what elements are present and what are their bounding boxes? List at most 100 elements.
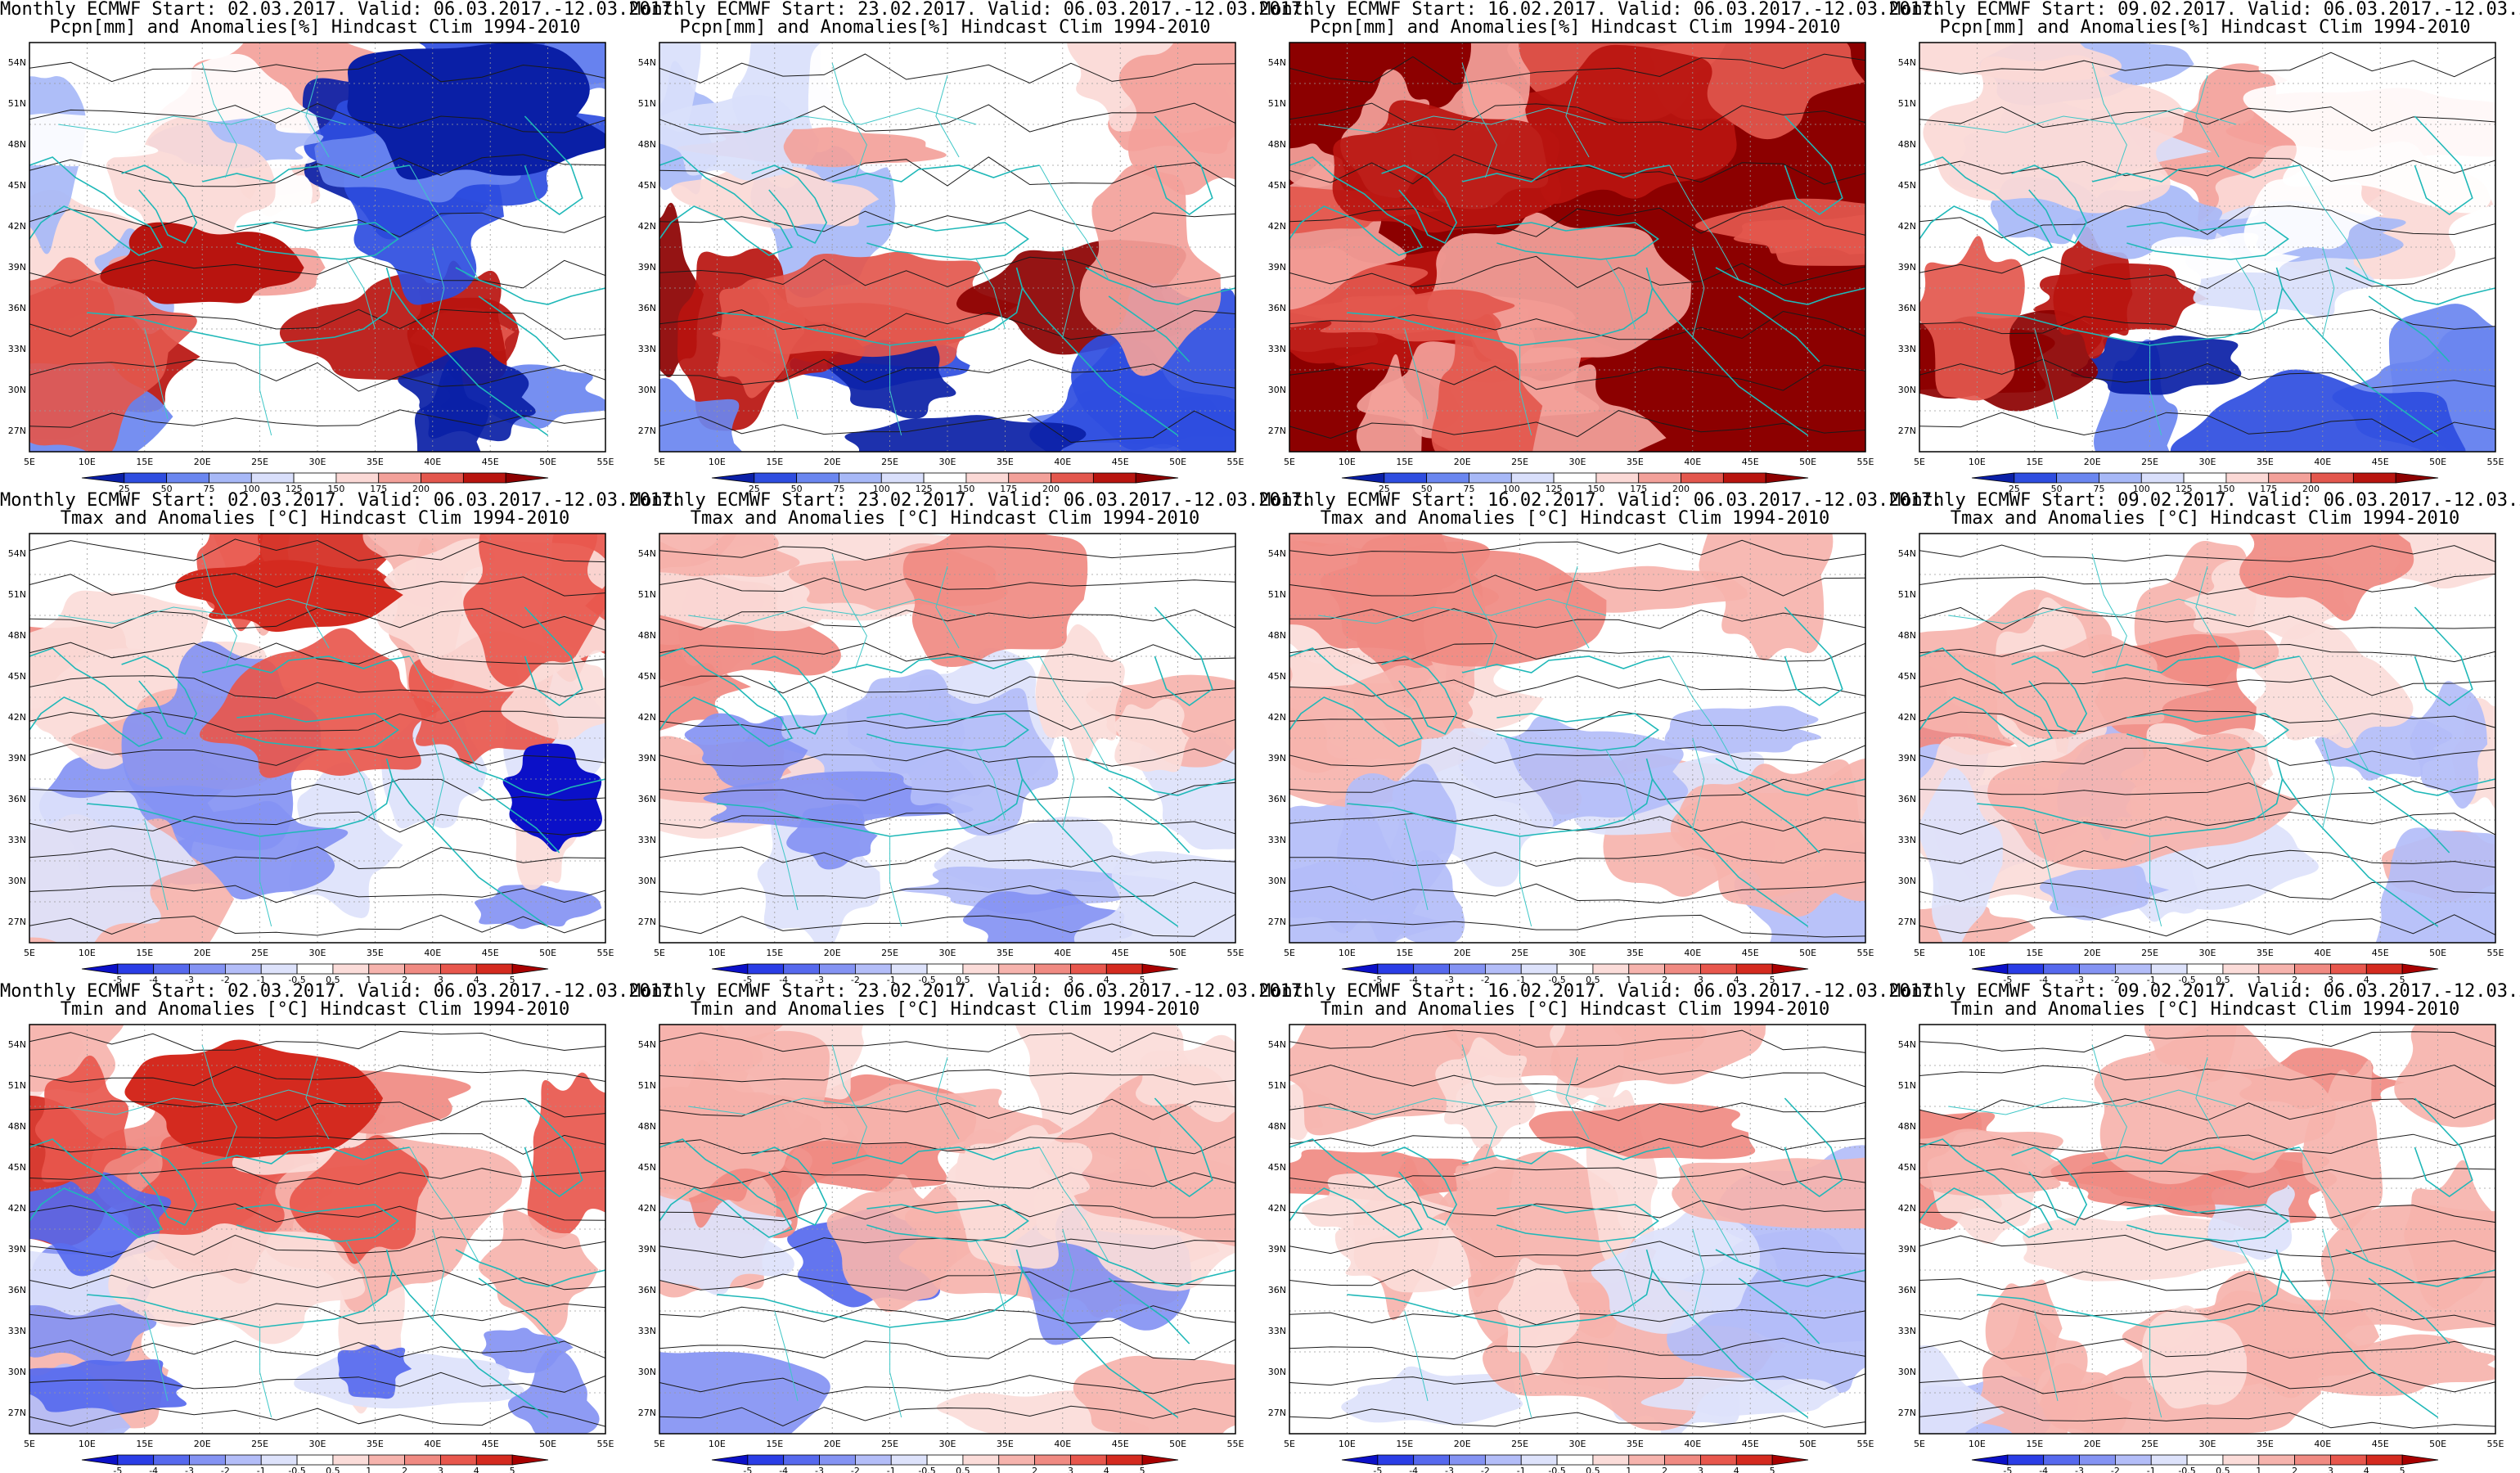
colorbar-swatch [1341, 1454, 1379, 1466]
latitude-tick-label: 45N [638, 671, 656, 682]
colorbar-swatch [296, 1454, 334, 1466]
longitude-tick-label: 55E [1227, 1439, 1244, 1449]
coastline [832, 164, 1040, 182]
anomaly-shading [659, 378, 743, 452]
panel-variable-title: Tmax and Anomalies [°C] Hindcast Clim 19… [60, 508, 570, 529]
coastline [202, 655, 410, 673]
climatology-isoline [1919, 781, 2495, 800]
colorbar-label: -1 [1517, 1466, 1526, 1473]
colorbar: 25 50 75 100 125 150 175 200 [81, 472, 549, 494]
anomaly-shading [175, 560, 403, 633]
panel-title: Monthly ECMWF Start: 23.02.2017. Valid: … [630, 0, 1313, 20]
latitude-tick-label: 48N [1898, 139, 1916, 150]
latitude-tick-label: 27N [1268, 1408, 1286, 1418]
longitude-tick-label: 55E [1857, 948, 1874, 958]
latitude-tick-label: 27N [8, 426, 26, 436]
colorbar-swatch [1700, 1454, 1737, 1466]
panel-variable-title: Tmin and Anomalies [°C] Hindcast Clim 19… [60, 999, 570, 1020]
colorbar-swatch [2222, 1454, 2260, 1466]
coastline [1381, 655, 1458, 736]
colorbar-label: -2 [2111, 1466, 2120, 1473]
coastline [29, 1138, 164, 1238]
longitude-tick-label: 10E [1969, 948, 1986, 958]
colorbar-label: -5 [2003, 1466, 2012, 1473]
country-border [1461, 1044, 1497, 1160]
country-border [935, 1056, 960, 1140]
longitude-tick-label: 15E [766, 948, 783, 958]
climatology-isoline [1289, 1268, 1865, 1291]
colorbar-swatch [209, 472, 252, 484]
climatology-isoline [1289, 206, 1865, 237]
country-border [2235, 1241, 2266, 1312]
country-border [1692, 246, 1705, 338]
longitude-tick-label: 30E [309, 457, 326, 467]
latitude-tick-label: 27N [638, 917, 656, 927]
latitude-tick-label: 54N [8, 548, 26, 559]
latitude-tick-label: 33N [1898, 1326, 1916, 1336]
latitude-tick-label: 48N [1268, 630, 1286, 641]
coastline [2368, 786, 2450, 854]
latitude-tick-label: 39N [1898, 1244, 1916, 1255]
climatology-isoline [1289, 608, 1865, 629]
colorbar-label: 2 [2292, 975, 2297, 985]
anomaly-shading [289, 1135, 430, 1264]
country-border [774, 328, 799, 420]
climatology-isoline [1289, 1236, 1865, 1258]
colorbar-label: 75 [833, 484, 844, 494]
coastline [202, 1146, 410, 1164]
climatology-isoline [659, 156, 1235, 187]
forecast-map-panel: Monthly ECMWF Start: 09.02.2017. Valid: … [1890, 0, 2520, 494]
longitude-tick-label: 10E [1339, 457, 1356, 467]
colorbar-swatch [1592, 1454, 1630, 1466]
latitude-tick-label: 27N [638, 426, 656, 436]
country-border [2034, 328, 2059, 420]
latitude-tick-label: 30N [1898, 385, 1916, 395]
latitude-tick-label: 48N [638, 630, 656, 641]
longitude-tick-label: 15E [1396, 457, 1413, 467]
coastline [1021, 287, 1179, 436]
latitude-tick-label: 45N [638, 1162, 656, 1173]
country-border [2322, 246, 2335, 338]
latitude-tick-label: 27N [8, 917, 26, 927]
latitude-tick-label: 39N [8, 1244, 26, 1255]
colorbar-label: 1 [1626, 975, 1631, 985]
climatology-isoline [1289, 642, 1865, 664]
climatology-isoline [1289, 539, 1865, 561]
colorbar-label: -3 [185, 1466, 194, 1473]
longitude-tick-label: 10E [79, 1439, 96, 1449]
colorbar-swatch [189, 963, 226, 975]
longitude-tick-label: 40E [1684, 1439, 1701, 1449]
latitude-tick-label: 33N [638, 835, 656, 845]
country-border [2299, 164, 2369, 281]
colorbar-label: 0.5 [956, 1466, 970, 1473]
latitude-tick-label: 48N [8, 139, 26, 150]
longitude-tick-label: 25E [2141, 948, 2158, 958]
climatology-isoline [1289, 410, 1865, 439]
longitude-tick-label: 15E [766, 1439, 783, 1449]
anomaly-shading [1496, 44, 1737, 205]
anomaly-shading [684, 713, 808, 788]
colorbar-label: -2 [2111, 975, 2120, 985]
colorbar-label: -3 [2075, 1466, 2084, 1473]
longitude-tick-label: 25E [251, 457, 268, 467]
coastline [2281, 1269, 2439, 1418]
country-border [2299, 1146, 2369, 1263]
colorbar-swatch [440, 963, 477, 975]
coastline [659, 1138, 794, 1238]
climatology-isoline [1919, 1303, 2495, 1326]
map-frame [1289, 1024, 1866, 1435]
anomaly-shading [902, 534, 1088, 668]
colorbar-swatch [462, 472, 506, 484]
country-border [1565, 565, 1590, 649]
colorbar-swatch [1141, 963, 1179, 975]
longitude-tick-label: 40E [2314, 1439, 2331, 1449]
colorbar-swatch [368, 1454, 406, 1466]
coastline [29, 156, 164, 256]
longitude-tick-label: 20E [194, 1439, 211, 1449]
anomaly-shading [2041, 1363, 2132, 1434]
colorbar-label: 50 [1421, 484, 1433, 494]
colorbar-label: 3 [1068, 975, 1073, 985]
latitude-tick-label: 48N [638, 139, 656, 150]
